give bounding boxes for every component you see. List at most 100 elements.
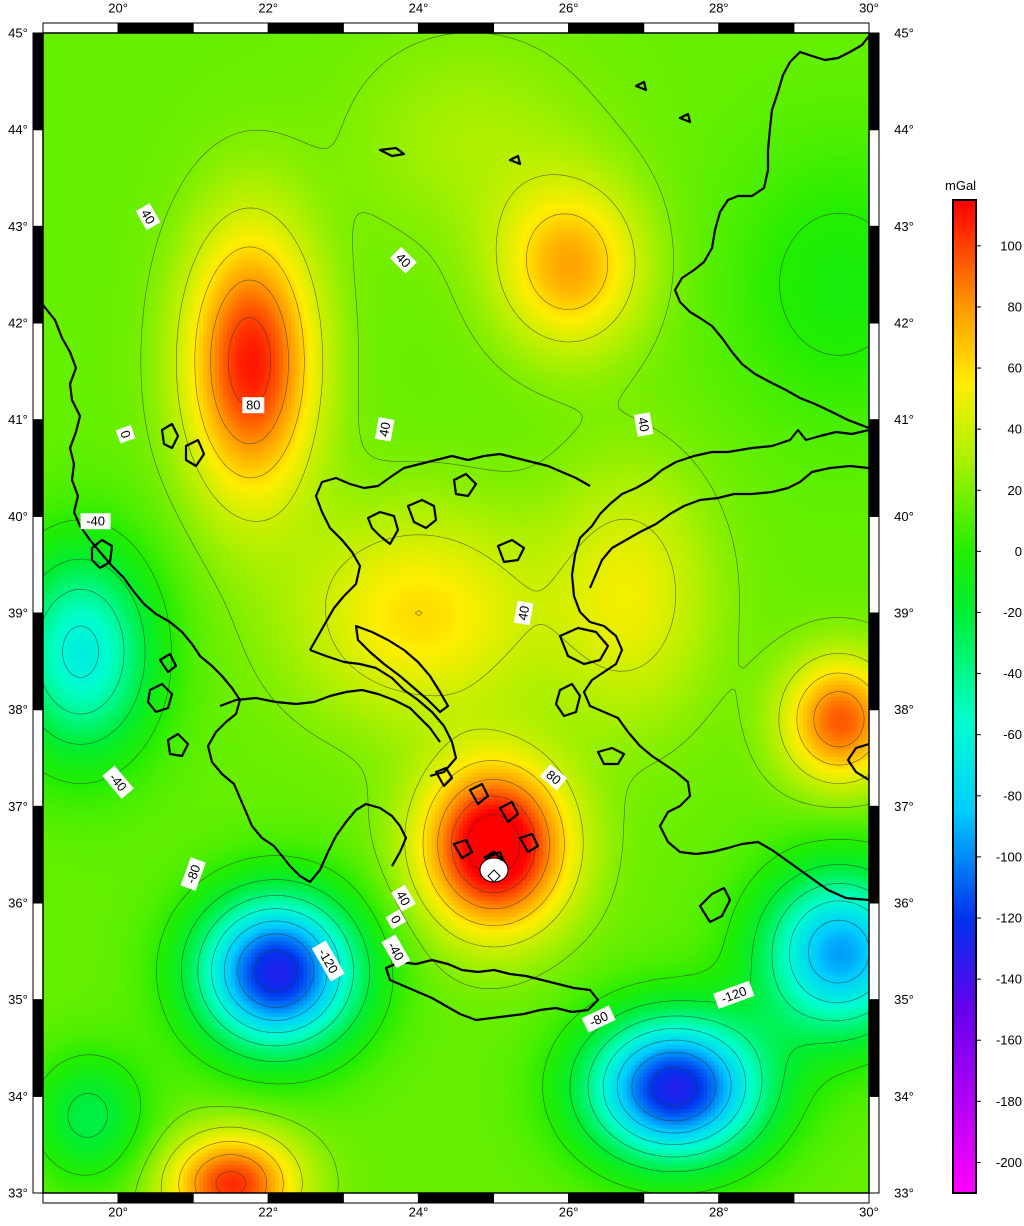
frame-segment-top <box>342 22 419 34</box>
contour-label-text: 40 <box>635 416 652 433</box>
frame-segment-right <box>868 129 880 227</box>
frame-segment-top <box>417 22 495 34</box>
contour-line <box>160 174 869 1193</box>
frame-segment-left <box>32 902 44 1001</box>
contour-label: -40 <box>80 513 111 530</box>
contour-label: 40 <box>633 412 654 437</box>
lon-tick-label-top: 20° <box>108 1 128 16</box>
contour-label-bg <box>540 764 568 791</box>
lat-tick-label-right: 43° <box>894 219 914 234</box>
lon-tick-label-bottom: 20° <box>108 1205 128 1220</box>
lat-tick-label-left: 33° <box>8 1186 28 1201</box>
contour-label-bg <box>374 417 395 442</box>
contour-label-text: 40 <box>376 421 393 438</box>
frame-segment-bottom <box>493 1192 570 1204</box>
coastline-ionian-islands <box>146 652 190 758</box>
santorini-marker <box>479 850 509 883</box>
lat-tick-label-left: 38° <box>8 702 28 717</box>
contour-label: 80 <box>540 764 568 791</box>
lat-tick-label-right: 33° <box>894 1186 914 1201</box>
lat-tick-label-left: 34° <box>8 1089 28 1104</box>
contour-line <box>194 279 865 1193</box>
coastline-marmara <box>570 428 869 613</box>
lat-tick-label-left: 45° <box>8 26 28 41</box>
frame-segment-top <box>117 22 194 34</box>
lat-tick-label-left: 37° <box>8 799 28 814</box>
colorbar-tick-label: 0 <box>1015 544 1022 559</box>
contour-label-text: 40 <box>393 888 413 908</box>
lon-tick-label-top: 26° <box>559 1 579 16</box>
coastline-marmara-south <box>588 464 869 589</box>
frame-segment-bottom <box>417 1192 495 1204</box>
contour-label-bg <box>513 600 534 626</box>
frame-segment-bottom <box>117 1192 194 1204</box>
frame-segment-left <box>32 419 44 517</box>
lat-tick-label-right: 36° <box>894 896 914 911</box>
contour-label-text: -40 <box>86 514 105 529</box>
colorbar-tick-label: -180 <box>996 1094 1022 1109</box>
colorbar-tick-label: 40 <box>1008 422 1022 437</box>
frame-segment-left <box>32 32 44 131</box>
frame-segment-bottom <box>643 1192 720 1204</box>
lon-tick-label-bottom: 24° <box>409 1205 429 1220</box>
frame-segment-left <box>32 515 44 614</box>
frame-segment-bottom <box>42 1192 119 1204</box>
lat-tick-label-left: 36° <box>8 896 28 911</box>
colorbar: mGal 100 80 60 40 20 0 -20 -40 -60 -80 -100 -120 -14… <box>945 178 1022 1194</box>
lat-tick-label-right: 38° <box>894 702 914 717</box>
lon-tick-label-bottom: 26° <box>559 1205 579 1220</box>
contour-label-bg <box>390 884 416 912</box>
frame-segment-left <box>32 805 44 904</box>
frame-segment-right <box>868 322 880 421</box>
contour-label: -80 <box>180 857 206 891</box>
contour-label: -120 <box>713 980 755 1009</box>
coastline-black-sea <box>673 35 869 430</box>
coastline-crete <box>384 958 600 1022</box>
frame-segment-top <box>267 22 344 34</box>
lon-tick-label-top: 30° <box>859 1 879 16</box>
frame-segment-left <box>32 129 44 227</box>
colorbar-tick-label: -60 <box>1003 727 1022 742</box>
lon-tick-label-top: 24° <box>409 1 429 16</box>
contour-label: 40 <box>374 417 395 442</box>
frame-segment-left <box>32 322 44 421</box>
colorbar-tick-label: -80 <box>1003 788 1022 803</box>
lon-tick-label-top: 28° <box>709 1 729 16</box>
coastline-samos <box>596 746 626 766</box>
frame-segment-right <box>868 999 880 1097</box>
frame-segment-right <box>868 225 880 324</box>
frame-segment-bottom <box>192 1192 269 1204</box>
contour-label-bg <box>385 909 407 930</box>
lat-tick-label-right: 39° <box>894 606 914 621</box>
lat-tick-label-right: 40° <box>894 509 914 524</box>
frame-segment-left <box>32 709 44 807</box>
coastline-central-greece <box>309 648 458 778</box>
colorbar-tick-label: -100 <box>996 849 1022 864</box>
frame-segment-bottom <box>267 1192 344 1204</box>
coastline-corinth <box>219 688 441 743</box>
colorbar-tick-label: -120 <box>996 911 1022 926</box>
colorbar-unit: mGal <box>945 178 976 193</box>
contour-label: -80 <box>581 1005 616 1033</box>
frame-segment-right <box>868 32 880 131</box>
frame-segment-bottom <box>793 1192 870 1204</box>
frame-segment-bottom <box>342 1192 419 1204</box>
lon-tick-label-bottom: 30° <box>859 1205 879 1220</box>
contour-line <box>178 213 869 1193</box>
contour-label-bg <box>713 980 755 1009</box>
frame-segment-bottom <box>718 1192 795 1204</box>
colorbar-tick-label: -140 <box>996 972 1022 987</box>
lat-tick-label-left: 42° <box>8 316 28 331</box>
colorbar-tick-label: -40 <box>1003 666 1022 681</box>
lon-tick-label-bottom: 22° <box>258 1205 278 1220</box>
contour-line <box>43 589 869 1158</box>
contour-label-bg <box>311 940 345 982</box>
lat-tick-label-left: 43° <box>8 219 28 234</box>
contour-line <box>62 625 869 1145</box>
contour-label-bg <box>633 412 654 437</box>
frame-segment-left <box>32 999 44 1097</box>
contour-lines <box>43 33 869 1193</box>
colorbar-tick-label: 80 <box>1008 299 1022 314</box>
